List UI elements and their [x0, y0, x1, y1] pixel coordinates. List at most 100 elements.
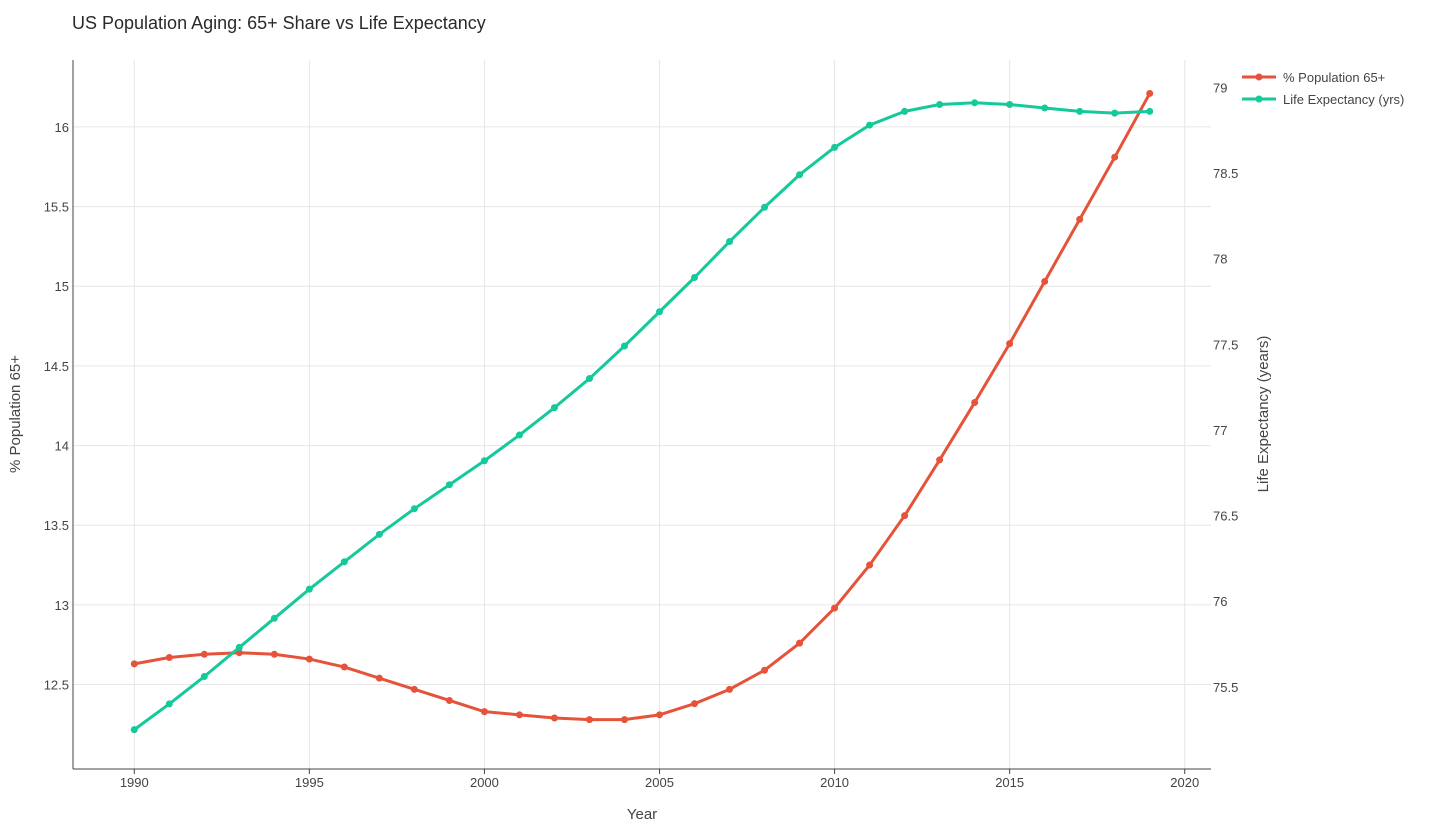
point-life-expectancy-1991[interactable] — [165, 700, 173, 708]
y2-tick-label-78: 78 — [1213, 252, 1227, 267]
point-pop65-2003[interactable] — [585, 716, 593, 724]
y2-tick-label-77-5: 77.5 — [1213, 337, 1238, 352]
point-pop65-2010[interactable] — [831, 604, 839, 612]
point-life-expectancy-2013[interactable] — [936, 101, 944, 109]
chart-title: US Population Aging: 65+ Share vs Life E… — [72, 13, 486, 33]
point-pop65-2000[interactable] — [480, 708, 488, 716]
legend-marker-life-expectancy — [1255, 95, 1263, 103]
point-pop65-1992[interactable] — [200, 650, 208, 658]
x-tick-label-2005: 2005 — [645, 775, 674, 790]
point-life-expectancy-2015[interactable] — [1006, 101, 1014, 109]
y-tick-label-14-5: 14.5 — [44, 359, 69, 374]
point-life-expectancy-2009[interactable] — [796, 171, 804, 179]
x-tick-label-2020: 2020 — [1170, 775, 1199, 790]
y2-tick-label-76: 76 — [1213, 594, 1227, 609]
y2-tick-label-75-5: 75.5 — [1213, 680, 1238, 695]
point-pop65-2012[interactable] — [901, 512, 909, 520]
y2-tick-label-76-5: 76.5 — [1213, 509, 1238, 524]
y2-tick-label-79: 79 — [1213, 80, 1227, 95]
series-line-pop65 — [132, 91, 1152, 722]
point-life-expectancy-1993[interactable] — [235, 643, 243, 651]
y2-axis-title: Life Expectancy (years) — [1255, 336, 1272, 493]
x-tick-label-2000: 2000 — [470, 775, 499, 790]
point-pop65-1994[interactable] — [270, 650, 278, 658]
point-pop65-2005[interactable] — [656, 711, 664, 719]
point-pop65-2002[interactable] — [550, 714, 558, 722]
point-pop65-2013[interactable] — [936, 456, 944, 464]
point-pop65-1999[interactable] — [445, 696, 453, 704]
y-tick-label-12-5: 12.5 — [44, 678, 69, 693]
x-tick-label-1990: 1990 — [120, 775, 149, 790]
point-life-expectancy-1990[interactable] — [130, 726, 138, 734]
point-life-expectancy-2017[interactable] — [1076, 107, 1084, 115]
point-life-expectancy-2003[interactable] — [585, 375, 593, 383]
point-pop65-1991[interactable] — [165, 653, 173, 661]
point-life-expectancy-2002[interactable] — [550, 404, 558, 412]
point-pop65-2006[interactable] — [691, 700, 699, 708]
point-life-expectancy-2012[interactable] — [901, 107, 909, 115]
point-pop65-2004[interactable] — [620, 716, 628, 724]
point-pop65-1993[interactable] — [235, 649, 243, 657]
y-tick-label-16: 16 — [55, 120, 69, 135]
point-pop65-2001[interactable] — [515, 711, 523, 719]
x-tick-label-1995: 1995 — [295, 775, 324, 790]
legend-label-life-expectancy: Life Expectancy (yrs) — [1283, 92, 1404, 107]
point-life-expectancy-1999[interactable] — [445, 481, 453, 489]
point-life-expectancy-2010[interactable] — [831, 143, 839, 151]
point-life-expectancy-1998[interactable] — [410, 505, 418, 513]
point-life-expectancy-2000[interactable] — [480, 457, 488, 465]
point-pop65-1997[interactable] — [375, 674, 383, 682]
point-pop65-1996[interactable] — [340, 663, 348, 671]
point-pop65-2019[interactable] — [1146, 89, 1154, 97]
point-pop65-2015[interactable] — [1006, 340, 1014, 348]
gridlines — [73, 60, 1211, 769]
point-life-expectancy-2014[interactable] — [971, 99, 979, 107]
point-life-expectancy-2016[interactable] — [1041, 104, 1049, 112]
x-tick-label-2010: 2010 — [820, 775, 849, 790]
point-pop65-2018[interactable] — [1111, 153, 1119, 161]
x-tick-labels: 1990 1995 2000 2005 2010 2015 2020 — [120, 769, 1199, 790]
point-pop65-1990[interactable] — [130, 660, 138, 668]
series-line-life-expectancy — [132, 101, 1152, 732]
point-life-expectancy-2018[interactable] — [1111, 109, 1119, 117]
point-pop65-2017[interactable] — [1076, 215, 1084, 223]
point-life-expectancy-2005[interactable] — [656, 308, 664, 316]
y-axis-title: % Population 65+ — [7, 355, 24, 473]
legend[interactable]: % Population 65+ Life Expectancy (yrs) — [1242, 70, 1404, 107]
point-pop65-2016[interactable] — [1041, 277, 1049, 285]
point-pop65-2014[interactable] — [971, 399, 979, 407]
point-pop65-1998[interactable] — [410, 685, 418, 693]
series-pop65 — [130, 89, 1154, 724]
point-pop65-1995[interactable] — [305, 655, 313, 663]
y2-tick-label-77: 77 — [1213, 423, 1227, 438]
point-life-expectancy-2019[interactable] — [1146, 107, 1154, 115]
legend-marker-pop65 — [1255, 73, 1263, 81]
x-axis-title: Year — [627, 806, 657, 823]
series-layer — [130, 89, 1154, 734]
point-life-expectancy-1997[interactable] — [375, 530, 383, 538]
point-life-expectancy-2004[interactable] — [620, 342, 628, 350]
legend-label-pop65: % Population 65+ — [1283, 70, 1385, 85]
point-life-expectancy-2001[interactable] — [515, 431, 523, 439]
axes — [72, 60, 1211, 770]
point-pop65-2011[interactable] — [866, 561, 874, 569]
point-pop65-2008[interactable] — [761, 666, 769, 674]
point-life-expectancy-2008[interactable] — [761, 203, 769, 211]
point-pop65-2009[interactable] — [796, 639, 804, 647]
y-tick-labels: 12.5 13 13.5 14 14.5 15 15.5 16 — [44, 120, 69, 693]
y-tick-label-13: 13 — [55, 598, 69, 613]
y-tick-label-15: 15 — [55, 279, 69, 294]
point-life-expectancy-2007[interactable] — [726, 238, 734, 246]
y-tick-label-15-5: 15.5 — [44, 200, 69, 215]
legend-item-life-expectancy[interactable]: Life Expectancy (yrs) — [1242, 92, 1404, 107]
point-life-expectancy-1995[interactable] — [305, 585, 313, 593]
point-life-expectancy-1994[interactable] — [270, 614, 278, 622]
point-life-expectancy-2011[interactable] — [866, 121, 874, 129]
legend-item-pop65[interactable]: % Population 65+ — [1242, 70, 1385, 85]
point-pop65-2007[interactable] — [726, 685, 734, 693]
point-life-expectancy-1992[interactable] — [200, 673, 208, 681]
point-life-expectancy-1996[interactable] — [340, 558, 348, 566]
point-life-expectancy-2006[interactable] — [691, 274, 699, 281]
y-tick-label-14: 14 — [55, 439, 69, 454]
